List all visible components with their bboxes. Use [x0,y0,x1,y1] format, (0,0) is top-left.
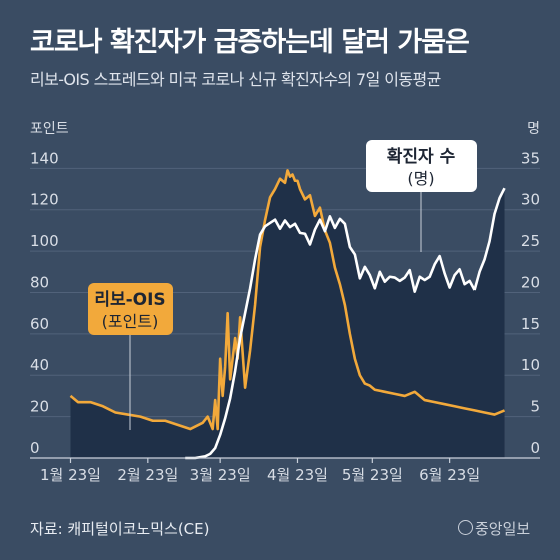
left-tick-label: 40 [30,356,49,374]
right-tick-label: 0 [530,439,540,457]
left-tick-label: 140 [30,149,59,167]
libor-callout-box [88,283,173,335]
right-axis-unit: 명 [527,121,540,137]
series-lines [69,169,506,460]
right-tick-label: 35 [521,149,540,167]
right-tick-label: 30 [521,191,540,209]
axes: 0 20 40 60 80 100 120 140 0 5 10 15 20 25 30 35 포인트 명 1월 2… [30,121,540,484]
libor-callout-unit: (포인트) [102,312,159,331]
x-tick-label: 6월 23일 [419,466,480,484]
left-axis-unit: 포인트 [30,121,69,137]
left-tick-label: 80 [30,273,49,291]
cases-area [70,170,505,458]
chart-subtitle: 리보-OIS 스프레드와 미국 코로나 신규 확진자수의 7일 이동평균 [30,70,441,89]
cases-callout-box [366,140,477,192]
libor-ois-line [69,169,506,431]
left-tick-label: 100 [30,232,59,250]
libor-callout: 리보-OIS (포인트) [88,283,173,335]
right-tick-label: 10 [521,356,540,374]
right-tick-label: 5 [530,398,540,416]
cases-line-tail [473,187,506,291]
right-tick-label: 15 [521,315,540,333]
chart-title: 코로나 확진자가 급증하는데 달러 가뭄은 [30,27,470,58]
logo-text: 중앙일보 [475,520,531,538]
left-tick-label: 20 [30,398,49,416]
cases-callout-title: 확진자 수 [387,147,456,167]
libor-callout-title: 리보-OIS [94,290,165,310]
cases-area-fill [185,188,505,458]
left-tick-label: 60 [30,315,49,333]
right-tick-label: 25 [521,232,540,250]
x-tick-label: 3월 23일 [190,466,251,484]
right-tick-label: 20 [521,273,540,291]
cases-callout: 확진자 수 (명) [366,140,477,192]
left-tick-label: 0 [30,439,40,457]
x-tick-label: 5월 23일 [342,466,403,484]
publisher-logo: 중앙일보 [458,518,530,539]
left-tick-label: 120 [30,191,59,209]
source-note: 자료: 캐피털이코노믹스(CE) [30,520,210,538]
logo-circle-icon [458,520,473,535]
cases-callout-unit: (명) [407,169,434,188]
x-tick-label: 2월 23일 [117,466,178,484]
cases-line [185,215,476,460]
x-tick-label: 1월 23일 [40,466,101,484]
x-tick-label: 4월 23일 [267,466,328,484]
